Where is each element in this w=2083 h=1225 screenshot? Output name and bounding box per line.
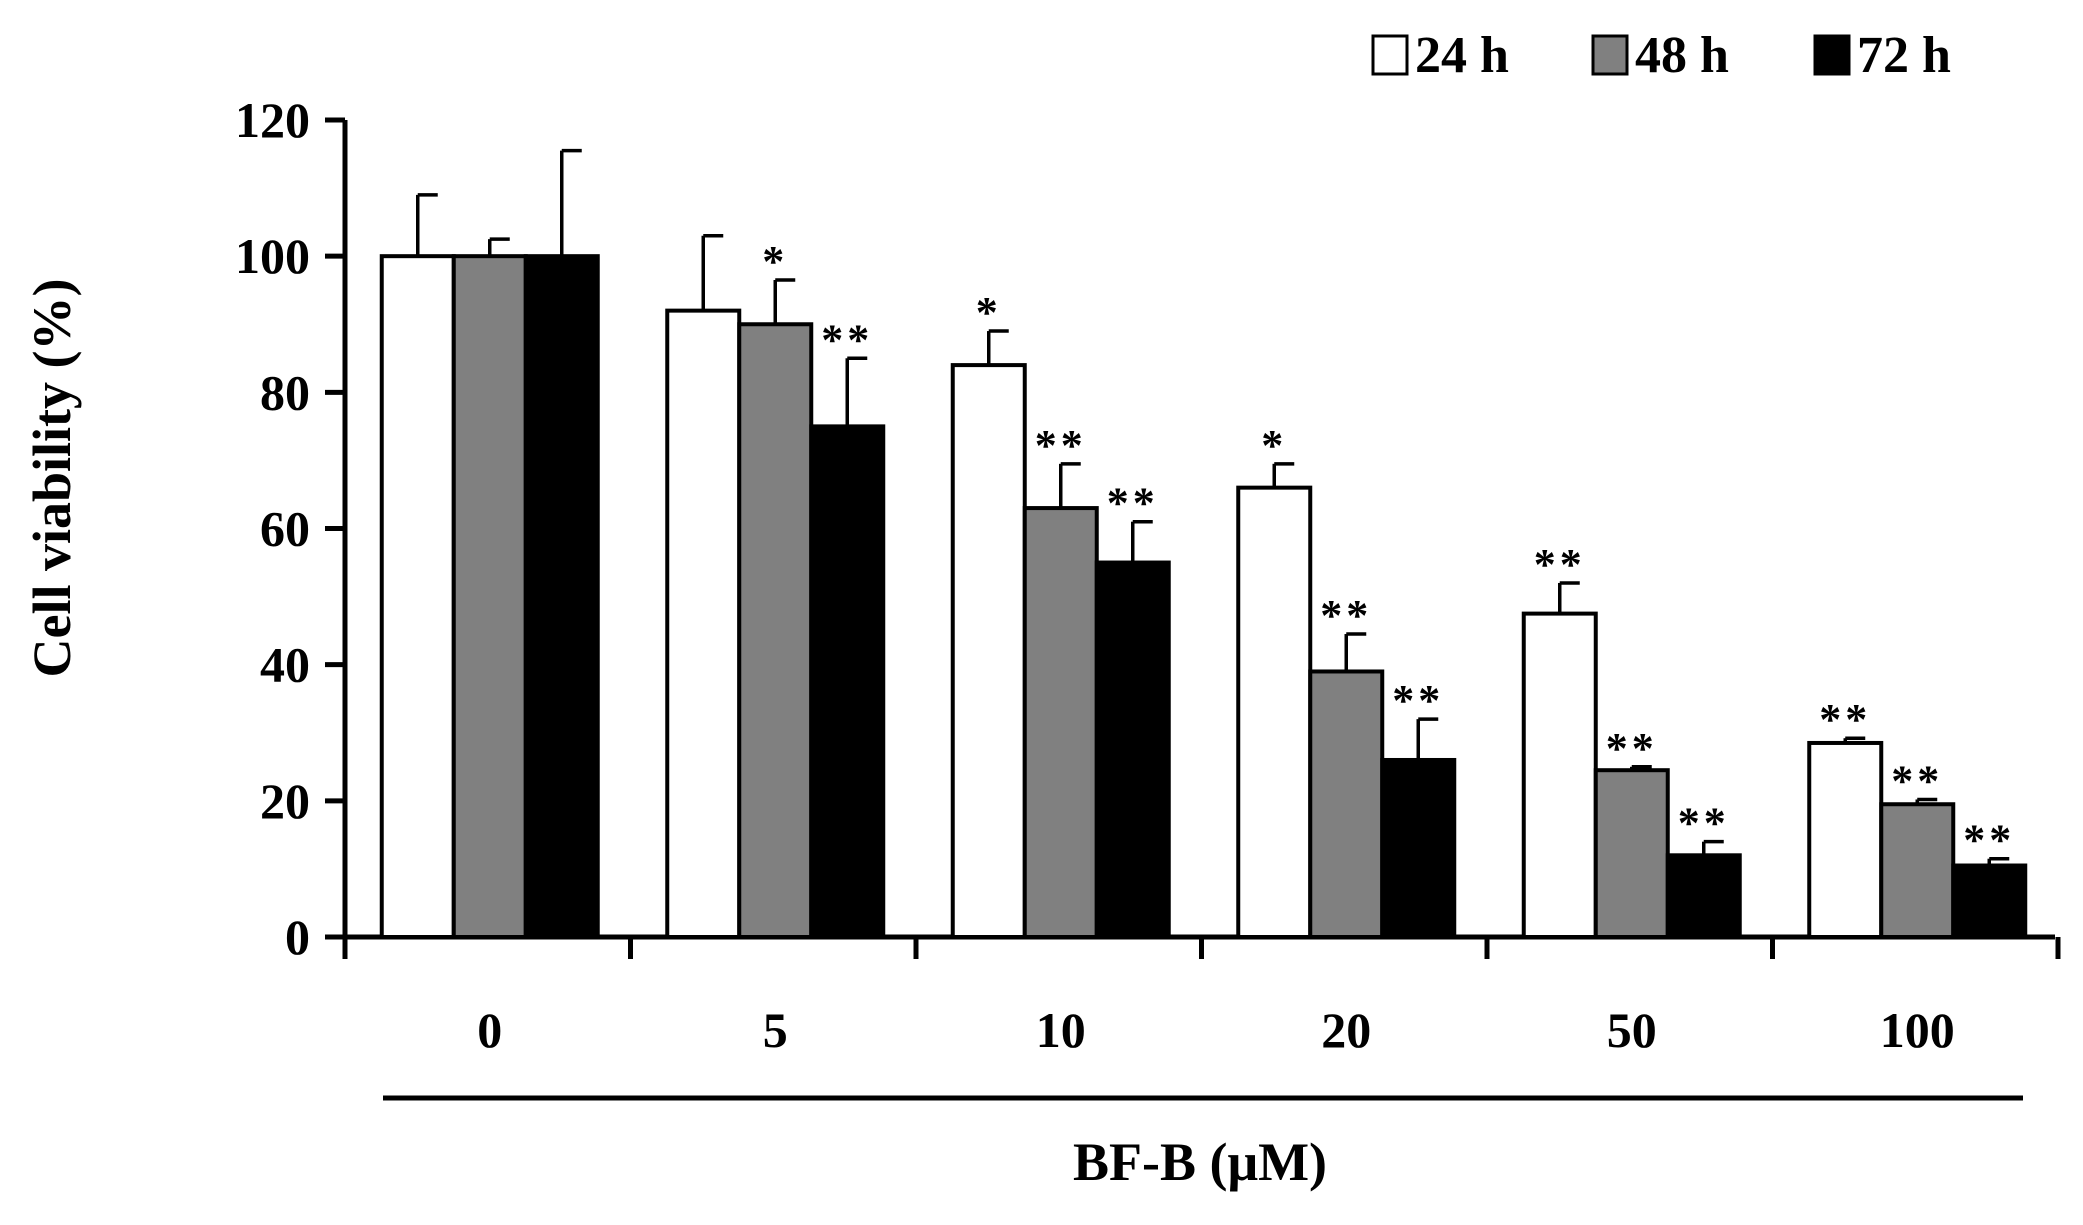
bar-48h-100 — [1879, 802, 1956, 939]
x-axis: 0 5 10 20 50 100 — [325, 934, 2061, 1058]
bar-72h-20 — [1380, 757, 1457, 939]
bar-48h-10 — [1022, 506, 1099, 939]
significance-label: * — [1261, 421, 1287, 470]
y-tick-label: 20 — [260, 773, 310, 829]
bar-48h-0 — [451, 254, 528, 939]
significance-label: * — [762, 237, 788, 286]
y-axis: 0 20 40 60 80 100 120 — [235, 92, 348, 965]
y-tick-label: 80 — [260, 364, 310, 420]
significance-label: ** — [1107, 479, 1159, 528]
x-tick-label: 20 — [1321, 1002, 1371, 1058]
legend: 24 h 48 h 72 h — [1371, 27, 1951, 84]
legend-swatch-48h — [1591, 34, 1629, 76]
legend-swatch-72h — [1813, 34, 1851, 76]
y-tick-label: 60 — [260, 501, 310, 557]
significance-label: ** — [1392, 676, 1444, 725]
bar-72h-50 — [1665, 853, 1742, 939]
y-tick-label: 0 — [285, 909, 310, 965]
legend-label: 72 h — [1857, 27, 1951, 84]
significance-label: ** — [1606, 724, 1658, 773]
bar-48h-50 — [1593, 768, 1670, 940]
bar-24h-5 — [665, 308, 742, 939]
y-tick-label: 120 — [235, 92, 310, 148]
bar-72h-5 — [809, 424, 886, 939]
y-axis-label: Cell viability (%) — [22, 279, 82, 678]
legend-label: 48 h — [1635, 27, 1729, 84]
significance-label: ** — [1963, 816, 2015, 865]
x-axis-label: BF-B (μM) — [1073, 1132, 1327, 1192]
significance-label: ** — [1035, 421, 1087, 470]
bar-72h-0 — [523, 254, 600, 939]
bar-24h-50 — [1521, 611, 1598, 940]
bar-24h-0 — [379, 254, 456, 939]
significance-label: ** — [821, 315, 873, 364]
bar-72h-10 — [1094, 560, 1171, 940]
significance-label: ** — [1320, 591, 1372, 640]
bar-48h-20 — [1308, 669, 1385, 939]
significance-label: * — [976, 288, 1002, 337]
x-tick-label: 0 — [477, 1002, 502, 1058]
bars: ************************* — [379, 148, 2028, 940]
x-tick-label: 100 — [1880, 1002, 1955, 1058]
significance-label: ** — [1534, 540, 1586, 589]
x-tick-label: 50 — [1607, 1002, 1657, 1058]
bar-72h-100 — [1951, 863, 2028, 940]
x-tick-label: 10 — [1036, 1002, 1086, 1058]
legend-swatch-24h — [1371, 34, 1409, 76]
significance-label: ** — [1819, 695, 1871, 744]
legend-label: 24 h — [1415, 27, 1509, 84]
bar-24h-100 — [1807, 740, 1884, 940]
bar-48h-5 — [737, 322, 814, 939]
significance-label: ** — [1891, 756, 1943, 805]
significance-label: ** — [1678, 799, 1730, 848]
bar-24h-10 — [950, 363, 1027, 940]
y-tick-label: 100 — [235, 228, 310, 284]
x-tick-label: 5 — [763, 1002, 788, 1058]
y-tick-label: 40 — [260, 637, 310, 693]
bar-24h-20 — [1236, 485, 1313, 939]
